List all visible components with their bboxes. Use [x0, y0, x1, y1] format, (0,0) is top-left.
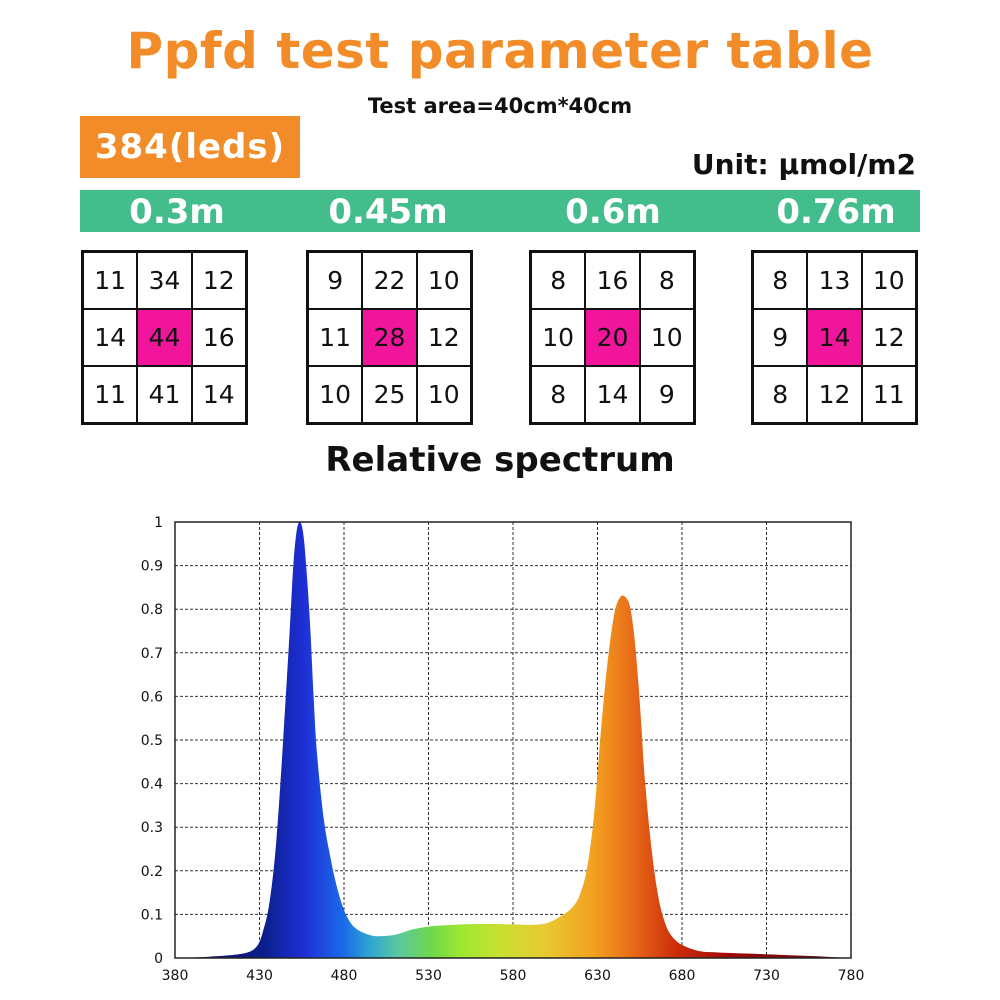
distance-label-2: 0.6m	[565, 192, 661, 232]
grid-cell-center: 14	[807, 309, 862, 366]
y-tick-label: 0.7	[141, 646, 163, 662]
grid-cell: 12	[191, 252, 246, 309]
x-tick-label: 380	[162, 968, 189, 984]
grid-cell: 10	[639, 309, 694, 366]
y-tick-label: 0.9	[141, 559, 163, 575]
grid-cell: 9	[639, 366, 694, 423]
grid-cell: 34	[137, 252, 192, 309]
grid-cell: 11	[308, 309, 363, 366]
grid-cell: 10	[308, 366, 363, 423]
grid-cell: 14	[83, 309, 138, 366]
x-tick-label: 780	[838, 968, 865, 984]
x-tick-label: 480	[331, 968, 358, 984]
grid-cell: 9	[308, 252, 363, 309]
grid-cell: 22	[362, 252, 417, 309]
grid-cell: 12	[861, 309, 916, 366]
grid-cell: 14	[585, 366, 640, 423]
unit-label: Unit: μmol/m2	[691, 148, 916, 181]
x-tick-label: 530	[415, 968, 442, 984]
grid-cell: 16	[191, 309, 246, 366]
ppfd-grid-0: 11 34 12 14 44 16 11 41 14	[81, 250, 248, 425]
page-title: Ppfd test parameter table	[126, 22, 874, 80]
distance-label-1: 0.45m	[328, 192, 448, 232]
x-tick-label: 730	[753, 968, 780, 984]
y-tick-label: 1	[154, 515, 163, 531]
y-tick-label: 0.6	[141, 689, 163, 705]
grid-cell: 8	[753, 366, 808, 423]
y-tick-label: 0	[154, 951, 163, 967]
y-tick-label: 0.3	[141, 820, 163, 836]
y-tick-label: 0.5	[141, 733, 163, 749]
distance-band: 0.3m 0.45m 0.6m 0.76m	[80, 190, 920, 232]
grid-cell: 12	[416, 309, 471, 366]
grid-cell: 9	[753, 309, 808, 366]
led-count-badge: 384(leds)	[80, 116, 300, 178]
spectrum-area	[175, 521, 851, 958]
y-tick-label: 0.4	[141, 777, 163, 793]
test-area-label: Test area=40cm*40cm	[367, 94, 633, 118]
grid-cell: 25	[362, 366, 417, 423]
grid-cell: 11	[861, 366, 916, 423]
chart-title: Relative spectrum	[325, 440, 675, 480]
grid-cell: 11	[83, 252, 138, 309]
x-tick-label: 680	[669, 968, 696, 984]
distance-label-3: 0.76m	[776, 192, 896, 232]
distance-label-0: 0.3m	[129, 192, 225, 232]
y-tick-label: 0.1	[141, 907, 163, 923]
grid-cell-center: 28	[362, 309, 417, 366]
grid-cell: 16	[585, 252, 640, 309]
x-tick-label: 630	[584, 968, 611, 984]
grid-cell: 8	[639, 252, 694, 309]
grid-cell: 10	[531, 309, 586, 366]
grid-cell: 8	[531, 366, 586, 423]
grid-cell-center: 20	[585, 309, 640, 366]
ppfd-grid-2: 8 16 8 10 20 10 8 14 9	[529, 250, 696, 425]
ppfd-grid-3: 8 13 10 9 14 12 8 12 11	[751, 250, 918, 425]
grid-cell: 13	[807, 252, 862, 309]
grid-cell: 11	[83, 366, 138, 423]
grid-cell: 14	[191, 366, 246, 423]
grid-cell: 10	[416, 252, 471, 309]
grid-cell-center: 44	[137, 309, 192, 366]
grid-cell: 10	[416, 366, 471, 423]
grid-cell: 8	[531, 252, 586, 309]
x-tick-label: 430	[246, 968, 273, 984]
x-tick-label: 580	[500, 968, 527, 984]
y-tick-label: 0.8	[141, 602, 163, 618]
grid-cell: 12	[807, 366, 862, 423]
ppfd-grid-1: 9 22 10 11 28 12 10 25 10	[306, 250, 473, 425]
plot-frame	[174, 521, 852, 959]
grid-cell: 41	[137, 366, 192, 423]
grid-cell: 8	[753, 252, 808, 309]
y-tick-label: 0.2	[141, 864, 163, 880]
grid-cell: 10	[861, 252, 916, 309]
